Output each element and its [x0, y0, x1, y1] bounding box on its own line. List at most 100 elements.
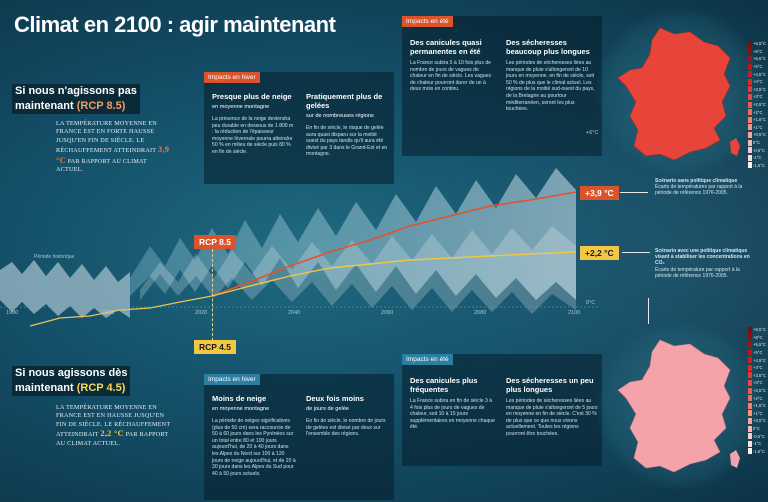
axis-tick-2080: 2080 [474, 310, 487, 316]
legend-high-label: -1°C [753, 155, 762, 161]
legend-high-row: -1,5°C [748, 162, 768, 170]
legend-low-row: +6,5°C [748, 326, 768, 334]
line-rcp85 [211, 191, 577, 297]
legend-low-swatch [748, 387, 752, 394]
impacts-winter-low-col1-body: La période de neiges significatives (plu… [212, 418, 296, 477]
value-rcp45: +2,2 °C [580, 246, 619, 260]
impacts-winter-low-col2-sub: de jours de gelée [306, 406, 349, 412]
impacts-summer-high-col2: Des sécheresses beaucoup plus longues Le… [506, 38, 598, 113]
legend-high-row: +3°C [748, 93, 768, 101]
legend-high-list: +6,5°C +6°C +5,5°C +5°C +4,5°C +4°C +3,5°C +3°C… [748, 40, 768, 169]
legend-high-row: +5°C [748, 63, 768, 71]
legend-high-label: +4,5°C [753, 71, 766, 77]
legend-high-label: -0,5°C [753, 147, 765, 153]
note-high-title: Scénario sans politique climatique [655, 178, 738, 184]
impacts-winter-low-col2: Deux fois moins de jours de gelée En fin… [306, 394, 390, 438]
legend-high-row: +2,5°C [748, 101, 768, 109]
legend-low-swatch [748, 448, 752, 455]
impacts-summer-low-col1-head: Des canicules plus fréquentes [410, 376, 478, 394]
legend-high-label: +3°C [753, 94, 763, 100]
legend-low-row: -1°C [748, 440, 768, 448]
note-high-body: Écarts de températures par rapport à la … [655, 184, 743, 197]
impacts-summer-high-col1-head: Des canicules quasi permanentes en été [410, 38, 482, 56]
legend-low-label: +4,5°C [753, 357, 766, 363]
legend-high-swatch [748, 71, 752, 78]
legend-low-row: +1,5°C [748, 402, 768, 410]
legend-high: +6,5°C +6°C +5,5°C +5°C +4,5°C +4°C +3,5°C +3°C… [748, 40, 768, 169]
legend-low-row: +2°C [748, 394, 768, 402]
page-title: Climat en 2100 : agir maintenant [14, 12, 336, 37]
scenario-low-rcp: (RCP 4.5) [76, 382, 126, 394]
legend-high-swatch [748, 40, 752, 47]
band-historical [0, 260, 130, 318]
legend-low-swatch [748, 349, 752, 356]
impacts-summer-high-col1: Des canicules quasi permanentes en été L… [410, 38, 496, 93]
corsica-low [730, 450, 740, 468]
impacts-summer-low-col1: Des canicules plus fréquentes La France … [410, 376, 496, 431]
legend-high-row: +6,5°C [748, 40, 768, 48]
legend-high-swatch [748, 162, 752, 169]
axis-tick-2000: 2000 [102, 310, 115, 316]
impacts-summer-low-col2-head: Des sécheresses un peu plus longues [506, 376, 594, 394]
impacts-winter-high-tag: Impacts en hiver [204, 72, 260, 83]
legend-low-swatch [748, 341, 752, 348]
impacts-summer-high-col2-body: Les périodes de sécheresses liées au man… [506, 60, 595, 113]
axis-tick-2100: 2100 [568, 310, 581, 316]
scenario-high-title-line1: Si nous n'agissons pas [12, 84, 140, 99]
impacts-winter-low: Impacts en hiver Moins de neige en moyen… [204, 374, 394, 500]
legend-low-swatch [748, 417, 752, 424]
impacts-winter-low-col2-head: Deux fois moins [306, 394, 364, 403]
legend-high-swatch [748, 116, 752, 123]
legend-high-label: +2,5°C [753, 102, 766, 108]
scenario-low-prefix: maintenant [15, 382, 77, 394]
impacts-summer-high: Impacts en été Des canicules quasi perma… [402, 16, 602, 156]
impacts-winter-high-col1-body: La présence de la neige deviendra peu du… [212, 116, 294, 155]
legend-low-label: +6,5°C [753, 327, 766, 333]
legend-low-swatch [748, 372, 752, 379]
scenario-low-title: Si nous agissons dès maintenant (RCP 4.5… [12, 366, 131, 396]
legend-low-row: +4°C [748, 364, 768, 372]
legend-high-swatch [748, 55, 752, 62]
legend-high-row: +1°C [748, 124, 768, 132]
legend-low-label: +2°C [753, 395, 763, 401]
legend-high-swatch [748, 124, 752, 131]
legend-high-swatch [748, 154, 752, 161]
impacts-winter-high-col1: Presque plus de neige en moyenne montagn… [212, 92, 296, 156]
scenario-high-text: La température moyenne en France est en … [56, 120, 174, 174]
legend-high-label: +0,5°C [753, 132, 766, 138]
legend-low-label: -1,5°C [753, 448, 765, 454]
legend-low-label: +3°C [753, 380, 763, 386]
legend-low: +6,5°C +6°C +5,5°C +5°C +4,5°C +4°C +3,5°C +3°C… [748, 326, 768, 455]
band-rcp45 [140, 226, 576, 314]
impacts-winter-low-tag: Impacts en hiver [204, 374, 260, 385]
connector-high [620, 192, 648, 193]
legend-high-row: -1°C [748, 154, 768, 162]
legend-high-label: -1,5°C [753, 162, 765, 168]
impacts-winter-high-col2: Pratiquement plus de gelées sur de nombr… [306, 92, 390, 158]
band-rcp85 [130, 168, 576, 300]
legend-low-label: +3,5°C [753, 372, 766, 378]
impacts-winter-high-col2-sub: sur de nombreuses régions [306, 113, 374, 119]
legend-low-row: +5°C [748, 349, 768, 357]
impacts-winter-low-col1: Moins de neige en moyenne montagne La pé… [212, 394, 296, 477]
axis-tick-2040: 2040 [288, 310, 301, 316]
note-low: Scénario avec une politique climatique v… [655, 248, 751, 279]
legend-high-label: +6,5°C [753, 41, 766, 47]
legend-low-row: +1°C [748, 410, 768, 418]
legend-low-row: +3,5°C [748, 372, 768, 380]
legend-high-label: +2°C [753, 109, 763, 115]
scenario-low-text: La température moyenne en France est en … [56, 404, 174, 448]
legend-low-swatch [748, 326, 752, 333]
legend-high-row: +0,5°C [748, 131, 768, 139]
france-shape-high [617, 27, 731, 161]
legend-high-row: -0,5°C [748, 146, 768, 154]
legend-low-label: -1°C [753, 441, 762, 447]
legend-low-row: 0°C [748, 425, 768, 433]
impacts-winter-high-col1-head: Presque plus de neige [212, 92, 292, 101]
impacts-winter-low-col1-sub: en moyenne montagne [212, 406, 270, 412]
legend-high-swatch [748, 147, 752, 154]
legend-high-label: +4°C [753, 79, 763, 85]
legend-low-row: +4,5°C [748, 356, 768, 364]
legend-low-swatch [748, 402, 752, 409]
